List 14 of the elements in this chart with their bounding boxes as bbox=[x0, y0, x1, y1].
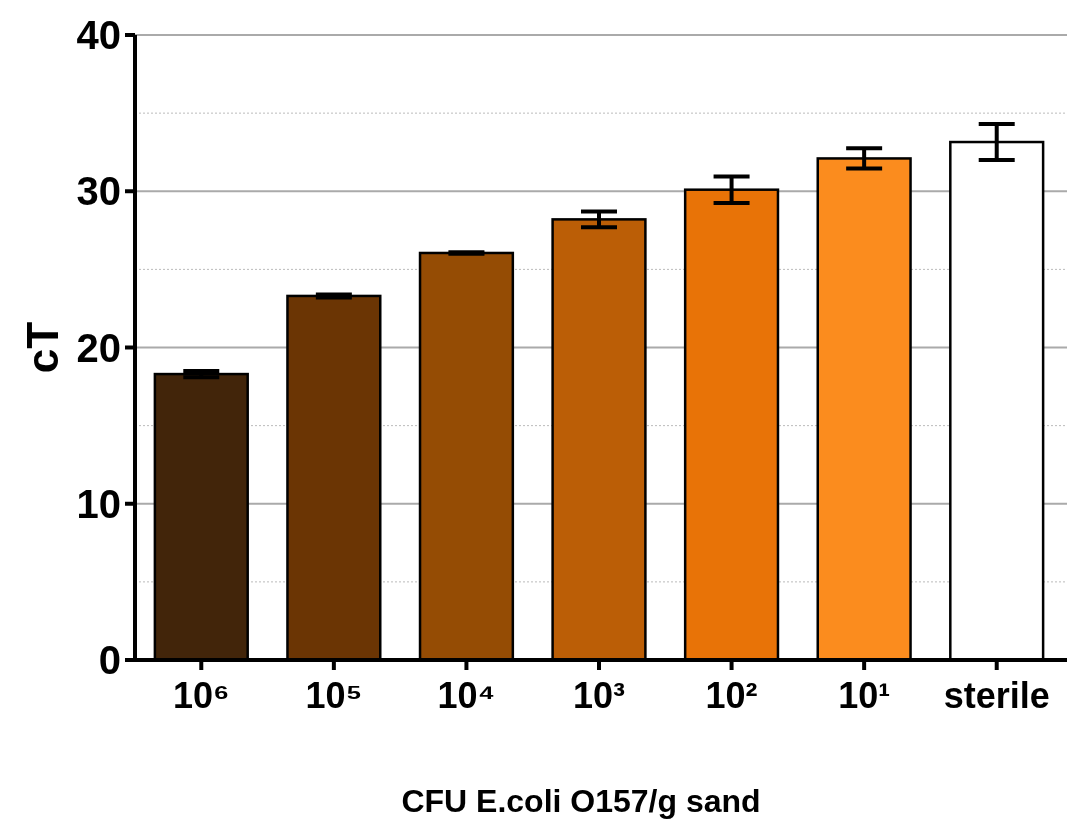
x-tick-label: sterile bbox=[943, 675, 1050, 716]
x-tick-label: 10⁴ bbox=[437, 675, 496, 716]
x-axis-title: CFU E.coli O157/g sand bbox=[401, 783, 761, 819]
x-tick-label: 10³ bbox=[572, 675, 626, 716]
x-tick-label: 10⁵ bbox=[305, 675, 363, 716]
y-axis-title: cT bbox=[18, 321, 67, 374]
y-tick-label: 30 bbox=[76, 169, 121, 214]
x-tick-label: 10⁶ bbox=[172, 675, 230, 716]
y-tick-label: 10 bbox=[76, 481, 121, 526]
y-tick-label: 20 bbox=[76, 325, 121, 370]
x-tick-label: 10¹ bbox=[838, 675, 891, 716]
y-tick-label: 40 bbox=[76, 13, 121, 57]
y-tick-label: 0 bbox=[98, 638, 121, 682]
x-tick-label: 10² bbox=[705, 675, 758, 716]
